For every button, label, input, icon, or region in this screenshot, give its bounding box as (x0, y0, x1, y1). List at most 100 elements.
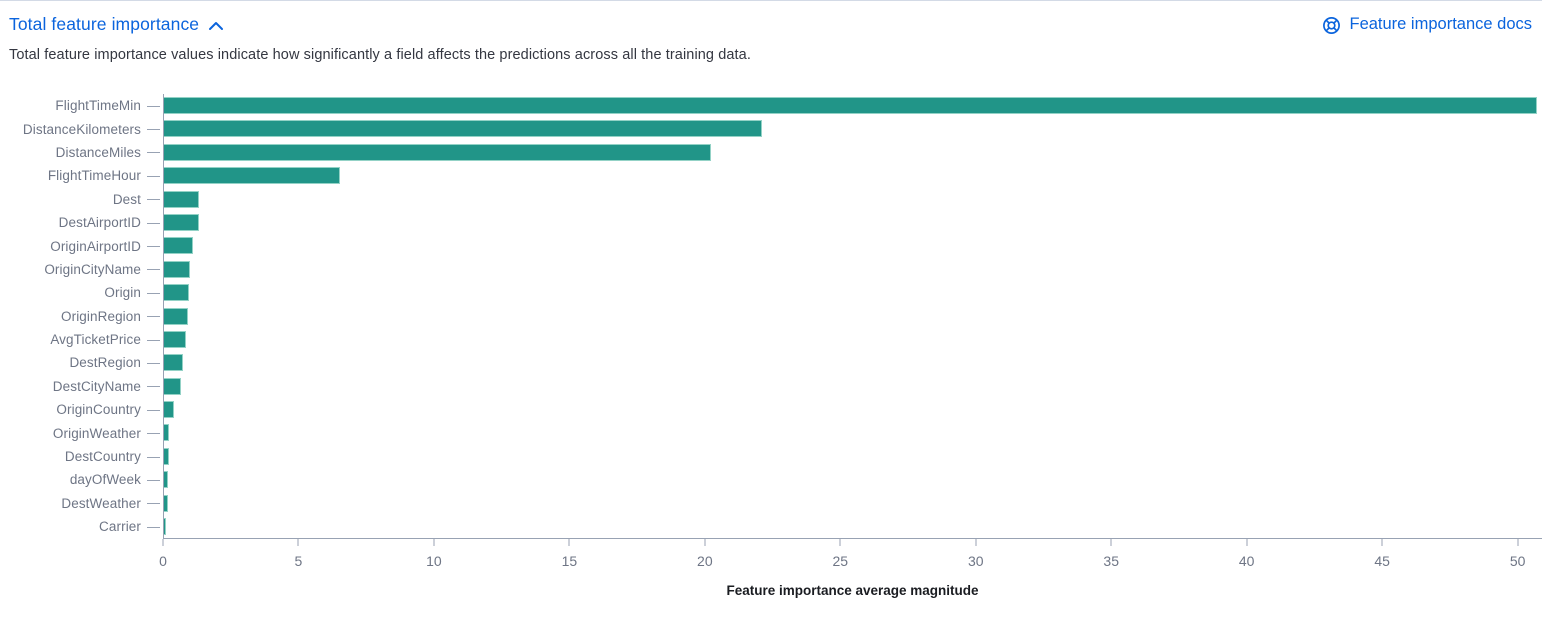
bar-dayOfWeek[interactable] (164, 471, 169, 489)
y-axis-label: DestAirportID (58, 215, 141, 231)
bar-DestCityName[interactable] (164, 377, 181, 395)
bar-OriginCountry[interactable] (164, 401, 175, 419)
bar-Dest[interactable] (164, 190, 200, 208)
bar-DestRegion[interactable] (164, 354, 184, 372)
x-axis-tick-label: 45 (1374, 553, 1390, 570)
accordion-toggle-button[interactable]: Total feature importance (9, 14, 224, 35)
x-axis-tick-label: 35 (1103, 553, 1120, 570)
bar-DistanceKilometers[interactable] (164, 120, 763, 138)
x-axis-tick-label: 5 (294, 553, 303, 570)
x-axis-tick (1110, 539, 1112, 547)
chart-row: FlightTimeHour (0, 164, 1542, 188)
bar-DestCountry[interactable] (164, 447, 169, 465)
y-axis-tick (147, 129, 160, 131)
y-axis-label: DestCountry (64, 449, 141, 465)
panel-header: Total feature importance Feature importa… (0, 1, 1542, 35)
x-axis-tick (297, 539, 299, 547)
x-axis: Feature importance average magnitude 0 5 1… (0, 538, 1542, 599)
chart-row: Carrier (0, 515, 1542, 539)
y-axis-tick (147, 316, 160, 318)
y-axis-tick (147, 199, 160, 201)
y-axis-label: OriginRegion (61, 308, 141, 324)
chart-row: OriginAirportID (0, 234, 1542, 258)
x-axis-tick (433, 539, 435, 547)
bar-Origin[interactable] (164, 284, 190, 302)
chart-row: AvgTicketPrice (0, 327, 1542, 352)
y-axis-label: OriginCountry (56, 402, 141, 418)
y-axis-label: OriginCityName (44, 261, 141, 277)
chart-row: DestCountry (0, 444, 1542, 469)
y-axis-label: dayOfWeek (69, 472, 141, 488)
panel-title: Total feature importance (9, 14, 200, 34)
y-axis-label: DestRegion (69, 355, 141, 371)
x-axis-title: Feature importance average magnitude (726, 583, 979, 599)
y-axis-label: DestWeather (61, 495, 141, 511)
x-axis-tick (1381, 539, 1383, 547)
x-axis-tick (839, 539, 841, 547)
y-axis-label: Origin (104, 285, 141, 301)
x-axis-tick (1517, 539, 1519, 547)
y-axis-label: FlightTimeHour (47, 168, 141, 184)
y-axis-tick (147, 362, 160, 364)
chart-row: DestRegion (0, 351, 1542, 375)
chart-row: DestCityName (0, 374, 1542, 399)
bar-Carrier[interactable] (164, 518, 166, 536)
y-axis-label: DestCityName (52, 378, 141, 394)
y-axis-label: OriginWeather (52, 425, 141, 441)
bar-FlightTimeMin[interactable] (164, 97, 1537, 114)
help-lifebuoy-icon (1322, 16, 1341, 35)
y-axis-tick (147, 433, 160, 435)
x-axis-area: Feature importance average magnitude 0 5 1… (159, 538, 1542, 599)
bar-FlightTimeHour[interactable] (164, 167, 340, 185)
x-axis-tick (1246, 539, 1248, 547)
y-axis-label: FlightTimeMin (55, 98, 141, 114)
x-axis-tick (704, 539, 706, 547)
y-axis-tick (147, 152, 160, 154)
bar-DistanceMiles[interactable] (164, 143, 711, 161)
x-axis-tick (975, 539, 977, 547)
x-axis-tick-label: 30 (967, 553, 984, 570)
bar-OriginAirportID[interactable] (164, 237, 193, 255)
chart-row: OriginWeather (0, 421, 1542, 445)
chart-row: Dest (0, 187, 1542, 211)
chart-row: dayOfWeek (0, 468, 1542, 492)
chart-row: DestWeather (0, 491, 1542, 516)
feature-importance-chart: FlightTimeMin DistanceKilometers DistanceM… (0, 94, 1542, 599)
x-axis-tick-label: 40 (1238, 553, 1255, 570)
chart-row: DistanceMiles (0, 140, 1542, 165)
y-axis-tick (147, 269, 160, 271)
y-axis-tick (147, 292, 160, 294)
y-axis-tick (147, 526, 160, 528)
y-axis-tick (147, 456, 160, 458)
x-axis-tick-label: 0 (159, 553, 167, 570)
y-axis-tick (147, 479, 160, 481)
y-axis-label: OriginAirportID (50, 238, 141, 254)
feature-importance-docs-link[interactable]: Feature importance docs (1322, 14, 1532, 35)
chart-row: OriginCityName (0, 257, 1542, 282)
x-axis-tick-label: 25 (832, 553, 849, 570)
x-axis-tick (162, 539, 164, 547)
bar-DestWeather[interactable] (164, 494, 168, 512)
chart-row: FlightTimeMin (0, 94, 1542, 118)
y-axis-tick (147, 175, 160, 177)
y-axis-tick (147, 339, 160, 341)
y-axis-tick (147, 246, 160, 248)
chart-row: OriginCountry (0, 398, 1542, 422)
y-axis-label: Carrier (99, 519, 141, 535)
x-axis-tick-label: 10 (426, 553, 442, 570)
chart-rows: FlightTimeMin DistanceKilometers DistanceM… (0, 94, 1542, 539)
y-axis-tick (147, 105, 160, 107)
y-axis-tick (147, 222, 160, 224)
bar-OriginCityName[interactable] (164, 260, 190, 278)
chart-row: OriginRegion (0, 304, 1542, 328)
bar-OriginWeather[interactable] (164, 424, 170, 442)
y-axis-tick (147, 503, 160, 505)
bar-AvgTicketPrice[interactable] (164, 330, 187, 348)
y-axis-tick (147, 409, 160, 411)
x-axis-tick-label: 50 (1509, 553, 1526, 570)
y-axis-label: AvgTicketPrice (50, 332, 141, 348)
bar-OriginRegion[interactable] (164, 307, 188, 325)
x-axis-tick-label: 15 (561, 553, 578, 570)
bar-DestAirportID[interactable] (164, 213, 199, 231)
